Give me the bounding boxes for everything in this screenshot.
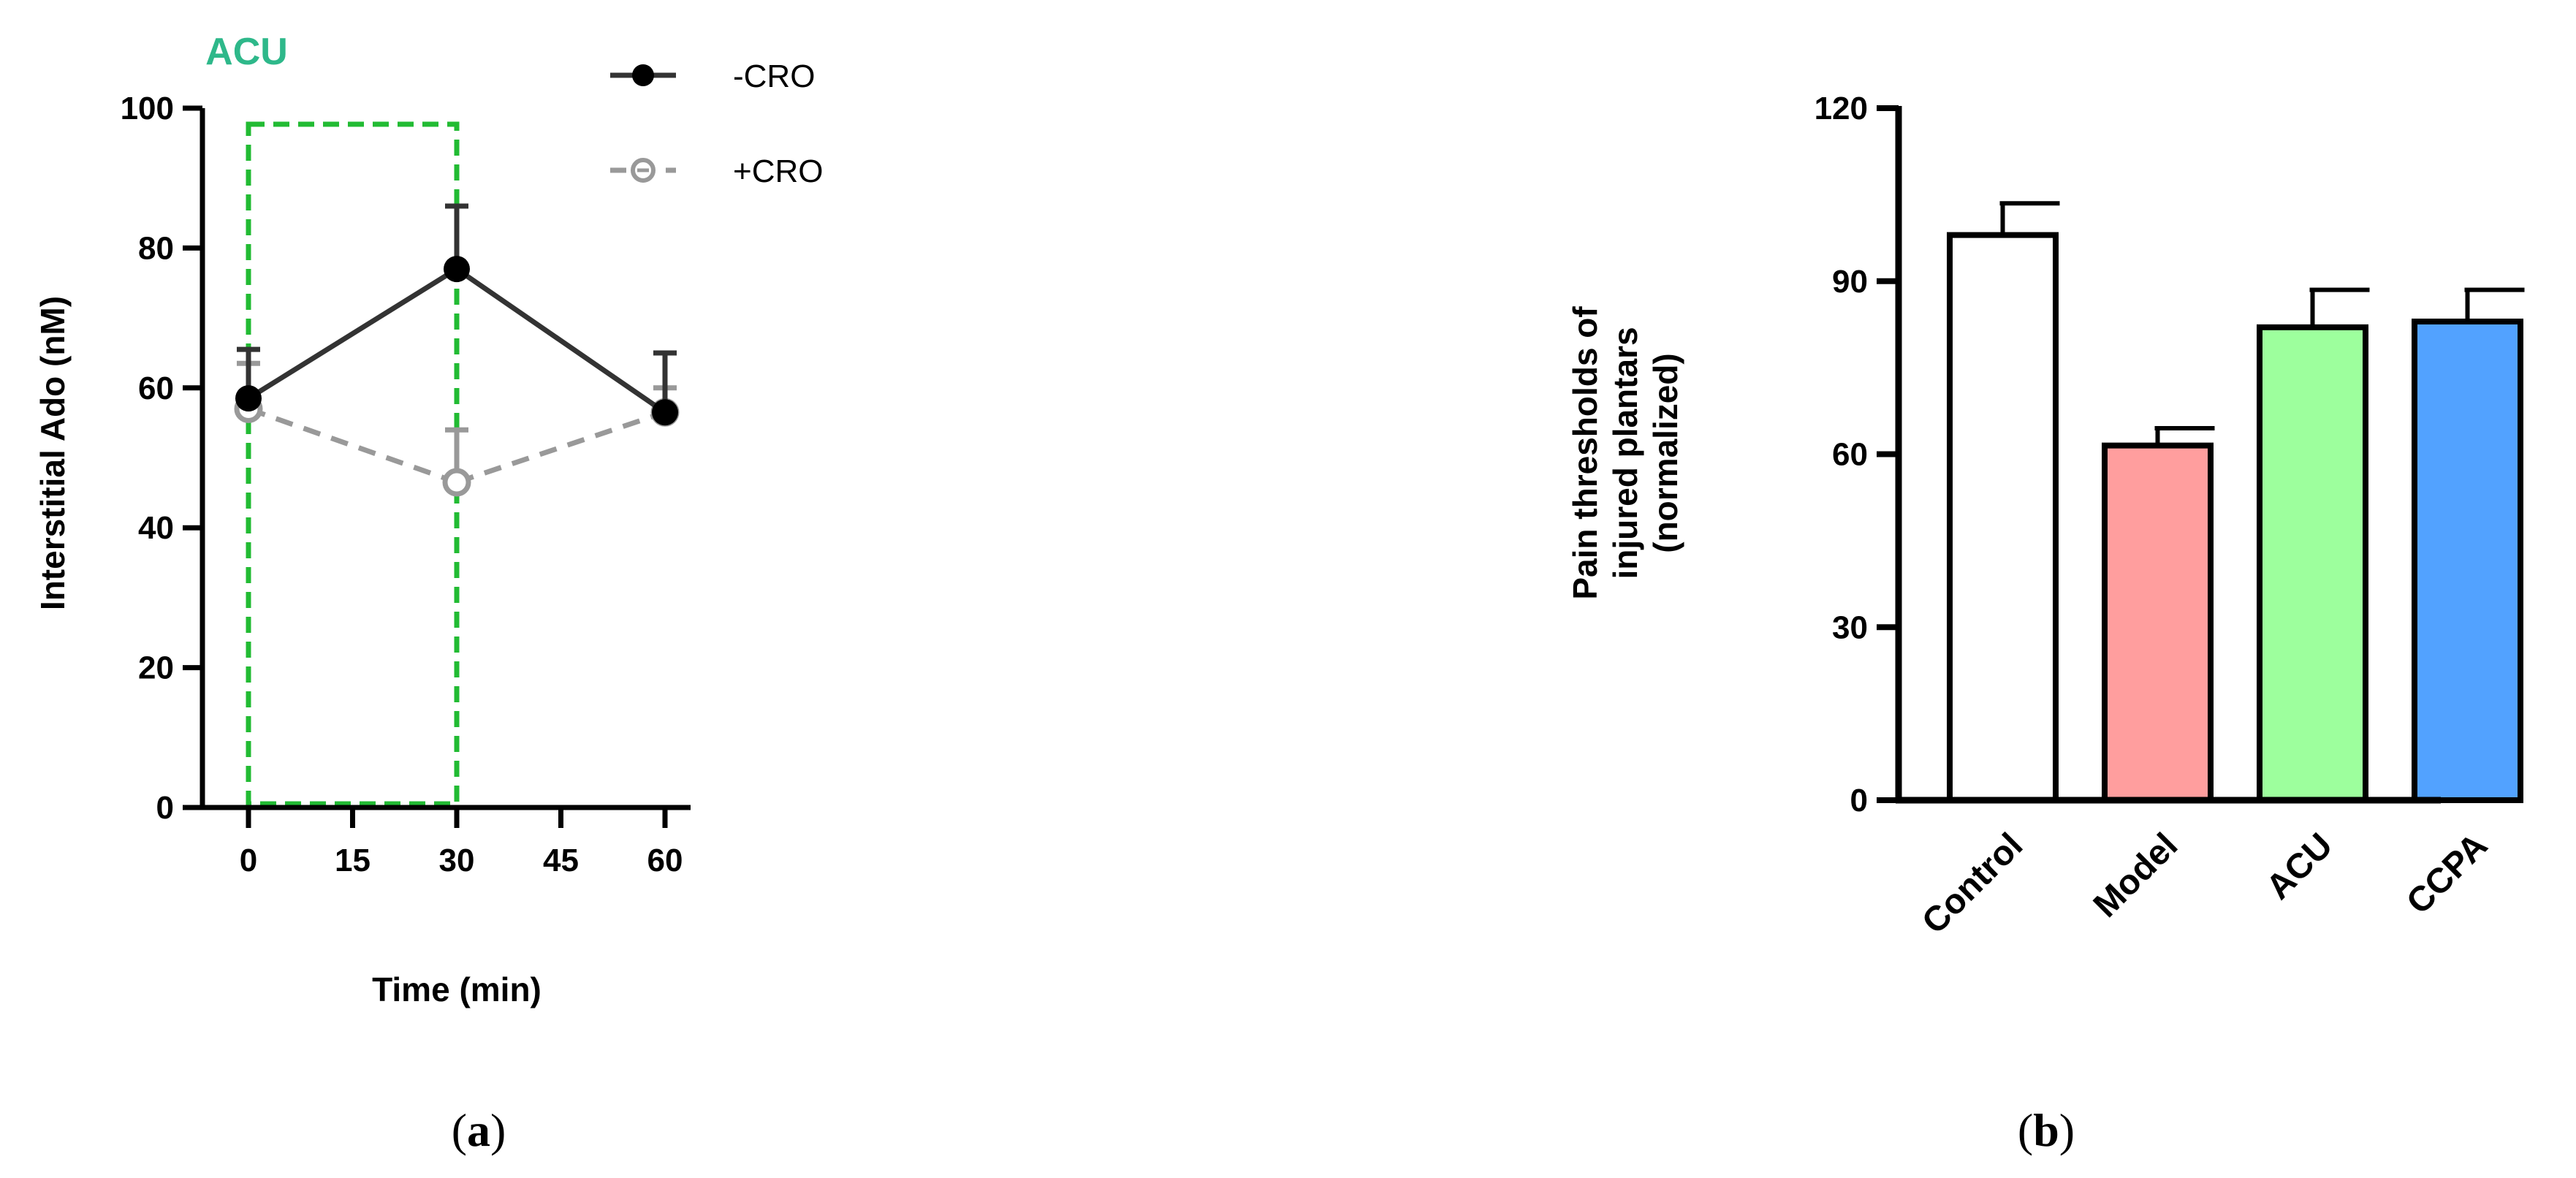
panel-b-x-tick-label: Control bbox=[1915, 826, 2030, 941]
panel-a-y-tick-label: 0 bbox=[156, 790, 174, 826]
panel-b-x-tick-label: Model bbox=[2086, 826, 2186, 925]
panel-label-b-open: ( bbox=[2018, 1104, 2033, 1156]
legend-label-cro-minus: -CRO bbox=[733, 58, 815, 94]
panel-a-y-ticks: 0 20 40 60 80 100 bbox=[121, 91, 202, 826]
panel-a-line-chart: ACU 0 20 40 60 80 100 0 15 30 45 60 Interstitial … bbox=[34, 31, 823, 1008]
panel-b-y-axis-title-line: Pain thresholds of bbox=[1566, 306, 1604, 600]
panel-b-y-tick-label: 0 bbox=[1850, 783, 1868, 818]
panel-b-y-tick-label: 120 bbox=[1815, 91, 1868, 126]
data-point-cro-plus bbox=[442, 468, 471, 497]
acu-annotation: ACU bbox=[205, 31, 288, 73]
series-line-cro-plus bbox=[455, 409, 666, 485]
panel-b-y-axis-title-line: (normalized) bbox=[1646, 353, 1684, 552]
panel-a-y-tick-label: 60 bbox=[138, 370, 174, 406]
acu-highlight-box bbox=[246, 121, 460, 807]
panel-b-bar-chart: 0 30 60 90 120 Control Model ACU CCPA Pain thre… bbox=[1566, 91, 2525, 941]
panel-b-x-tick-label: ACU bbox=[2259, 826, 2340, 907]
panel-b-y-ticks: 0 30 60 90 120 bbox=[1815, 91, 1899, 818]
panel-label-b-close: ) bbox=[2059, 1104, 2075, 1156]
panel-a-x-ticks: 0 15 30 45 60 bbox=[240, 808, 683, 878]
panel-a-x-tick-label: 0 bbox=[240, 843, 257, 878]
panel-b-y-tick-label: 60 bbox=[1832, 437, 1868, 473]
panel-a-y-tick-label: 100 bbox=[121, 91, 174, 126]
panel-a-y-tick-label: 40 bbox=[138, 510, 174, 546]
panel-b-x-tick-labels: Control Model ACU CCPA bbox=[1915, 826, 2495, 941]
data-point-cro-minus bbox=[235, 385, 262, 412]
panel-label-b-letter: b bbox=[2033, 1104, 2059, 1156]
panel-b-bars-layer bbox=[1947, 201, 2525, 804]
panel-a-legend: -CRO +CRO bbox=[610, 58, 823, 189]
panel-a-x-tick-label: 45 bbox=[543, 843, 579, 878]
series-line-cro-plus bbox=[247, 406, 458, 485]
panel-b-y-tick-label: 30 bbox=[1832, 609, 1868, 645]
series-line-cro-minus bbox=[247, 267, 458, 401]
panel-label-a-open: ( bbox=[452, 1104, 467, 1156]
legend-label-cro-plus: +CRO bbox=[733, 153, 823, 189]
legend-marker-cro-minus bbox=[632, 64, 654, 86]
bar-control bbox=[1947, 232, 2059, 804]
panel-b-x-tick-label: CCPA bbox=[2399, 826, 2495, 922]
panel-b-y-axis-title: Pain thresholds of injured plantars (norma… bbox=[1566, 306, 1684, 600]
panel-label-a: (a) bbox=[452, 1104, 506, 1156]
bar-model bbox=[2102, 442, 2214, 803]
panel-a-y-tick-label: 20 bbox=[138, 650, 174, 686]
panel-label-a-letter: a bbox=[467, 1104, 490, 1156]
panel-a-y-axis-title: Interstitial Ado (nM) bbox=[34, 296, 72, 610]
panel-a-x-axis-title: Time (min) bbox=[372, 970, 542, 1008]
panel-b-y-tick-label: 90 bbox=[1832, 264, 1868, 300]
panel-a-y-tick-label: 80 bbox=[138, 230, 174, 266]
data-point-cro-minus bbox=[444, 256, 470, 283]
panel-label-b: (b) bbox=[2018, 1104, 2075, 1156]
panel-a-x-tick-label: 60 bbox=[647, 843, 683, 878]
panel-a-series-layer bbox=[234, 203, 680, 497]
panel-label-a-close: ) bbox=[490, 1104, 506, 1156]
panel-a-x-tick-label: 15 bbox=[335, 843, 371, 878]
data-point-cro-minus bbox=[652, 399, 678, 426]
bar-acu bbox=[2257, 324, 2368, 803]
panel-b-y-axis-title-line: injured plantars bbox=[1606, 327, 1644, 579]
series-line-cro-minus bbox=[455, 267, 666, 415]
panel-a-x-tick-label: 30 bbox=[439, 843, 475, 878]
bar-ccpa bbox=[2412, 318, 2523, 804]
